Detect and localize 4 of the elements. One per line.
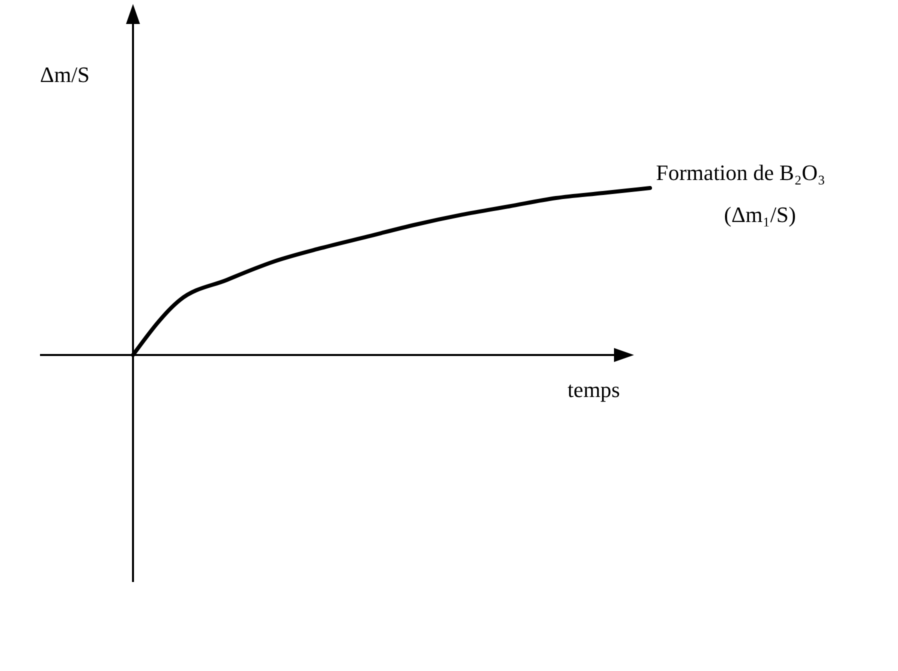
text: (Δm₁/S): [724, 202, 796, 227]
x-axis-title: temps: [567, 377, 620, 402]
series-label: Formation de B₂O₃: [656, 160, 826, 185]
y-axis-title: Δm/S: [40, 62, 90, 87]
